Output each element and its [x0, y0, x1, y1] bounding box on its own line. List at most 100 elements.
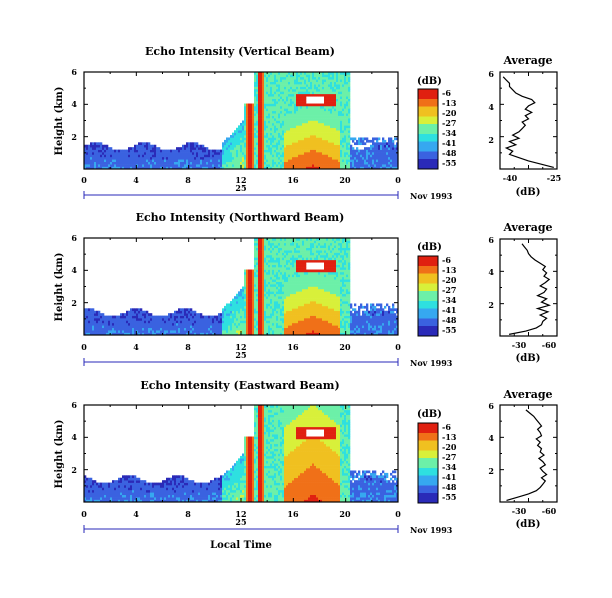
heatmap-cell	[254, 159, 257, 163]
heatmap-cell	[298, 135, 301, 138]
heatmap-cell	[342, 79, 345, 82]
heatmap-cell	[256, 279, 259, 282]
heatmap-cell	[324, 113, 327, 116]
heatmap-cell	[102, 332, 105, 336]
heatmap-cell	[330, 142, 333, 146]
heatmap-cell	[322, 132, 325, 136]
heatmap-cell	[320, 142, 323, 146]
heatmap-cell	[264, 242, 267, 246]
heatmap-cell	[292, 130, 295, 133]
heatmap-cell	[238, 301, 241, 304]
heatmap-cell	[158, 161, 161, 165]
heatmap-cell	[336, 91, 339, 95]
heatmap-cell	[296, 142, 299, 146]
heatmap-cell	[332, 147, 335, 150]
heatmap-cell	[268, 269, 271, 273]
heatmap-cell	[250, 286, 253, 290]
heatmap-cell	[344, 88, 347, 92]
heatmap-cell	[310, 137, 313, 141]
heatmap-cell	[224, 313, 227, 316]
heatmap-cell	[258, 332, 261, 336]
heatmap-cell	[190, 318, 193, 321]
heatmap-cell	[84, 310, 87, 314]
heatmap-cell	[372, 149, 375, 153]
heatmap-cell	[322, 130, 325, 133]
heatmap-cell	[114, 327, 117, 331]
heatmap-cell	[106, 164, 109, 167]
heatmap-cell	[244, 301, 247, 304]
heatmap-cell	[126, 156, 129, 160]
heatmap-cell	[332, 91, 335, 95]
heatmap-cell	[288, 303, 291, 307]
heatmap-cell	[202, 147, 205, 150]
heatmap-cell	[254, 267, 257, 270]
heatmap-cell	[302, 135, 305, 138]
heatmap-cell	[286, 257, 289, 261]
heatmap-cell	[228, 315, 231, 319]
heatmap-cell	[308, 105, 311, 109]
heatmap-cell	[258, 137, 261, 141]
heatmap-cell	[290, 118, 293, 121]
heatmap-cell	[84, 320, 87, 324]
heatmap-cell	[260, 142, 263, 146]
heatmap-cell	[98, 315, 101, 319]
heatmap-cell	[150, 149, 153, 153]
heatmap-cell	[260, 245, 263, 248]
heatmap-cell	[346, 76, 349, 80]
heatmap-cell	[266, 242, 269, 246]
heatmap-cell	[260, 291, 263, 295]
heatmap-cell	[320, 108, 323, 112]
heatmap-cell	[244, 120, 247, 124]
heatmap-cell	[270, 259, 273, 263]
heatmap-cell	[88, 332, 91, 336]
heatmap-cell	[290, 310, 293, 314]
heatmap-cell	[118, 166, 121, 170]
colorbar: (dB) -6 -13 -20 -27 -34 -41 -48 -55	[417, 76, 457, 170]
heatmap-cell	[342, 132, 345, 136]
heatmap-cell	[252, 325, 255, 329]
heatmap-cell	[260, 72, 263, 75]
heatmap-cell	[342, 110, 345, 114]
heatmap-cell	[186, 164, 189, 167]
heatmap-cell	[264, 115, 267, 119]
heatmap-cell	[120, 313, 123, 316]
heatmap-cell	[338, 88, 341, 92]
heatmap-cell	[360, 137, 363, 141]
heatmap-cell	[256, 76, 259, 80]
heatmap-cell	[276, 313, 279, 316]
heatmap-cell	[132, 310, 135, 314]
heatmap-cell	[252, 164, 255, 167]
heatmap-cell	[324, 122, 327, 126]
heatmap-cell	[92, 330, 95, 333]
heatmap-cell	[138, 308, 141, 312]
heatmap-cell	[276, 288, 279, 292]
heatmap-cell	[370, 156, 373, 160]
heatmap-cell	[246, 127, 249, 131]
heatmap-cell	[260, 132, 263, 136]
heatmap-cell	[250, 318, 253, 321]
heatmap-cell	[240, 152, 243, 155]
heatmap-cell	[230, 301, 233, 304]
heatmap-cell	[330, 135, 333, 138]
heatmap-cell	[106, 320, 109, 324]
heatmap-cell	[218, 161, 221, 165]
heatmap-cell	[270, 137, 273, 141]
heatmap-cell	[254, 313, 257, 316]
heatmap-cell	[290, 130, 293, 133]
heatmap-cell	[288, 130, 291, 133]
heatmap-cell	[244, 318, 247, 321]
heatmap-cell	[340, 144, 343, 148]
heatmap-cell	[126, 159, 129, 163]
heatmap-cell	[290, 161, 293, 165]
heatmap-cell	[340, 149, 343, 153]
heatmap-cell	[224, 310, 227, 314]
heatmap-cell	[220, 166, 223, 170]
heatmap-cell	[222, 325, 225, 329]
heatmap-cell	[340, 127, 343, 131]
heatmap-cell	[290, 327, 293, 331]
heatmap-cell	[154, 332, 157, 336]
heatmap-cell	[344, 139, 347, 143]
heatmap-cell	[278, 308, 281, 312]
heatmap-cell	[324, 76, 327, 80]
heatmap-cell	[196, 149, 199, 153]
